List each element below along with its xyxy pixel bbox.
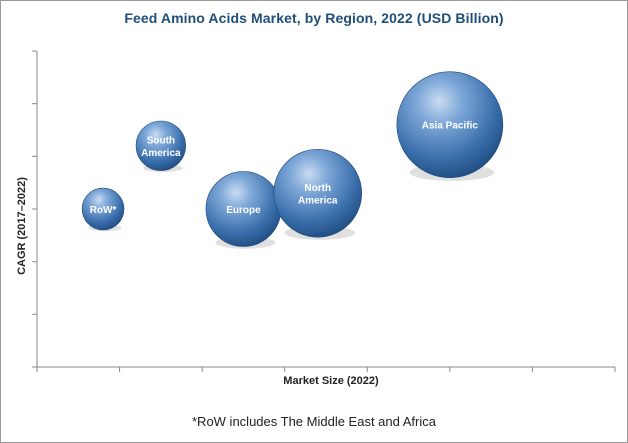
bubble-label: RoW* (90, 205, 117, 216)
bubble-label: Asia Pacific (422, 121, 479, 132)
bubble-label: Europe (226, 205, 261, 216)
bubble-label: North (304, 183, 331, 194)
bubble-label: America (141, 148, 181, 159)
x-axis-label: Market Size (2022) (283, 375, 379, 387)
bubble-marker (81, 187, 125, 231)
bubble-label: America (298, 195, 338, 206)
footnote: *RoW includes The Middle East and Africa (192, 414, 436, 429)
bubble-marker (396, 71, 504, 179)
bubble-marker (273, 148, 362, 238)
chart-title: Feed Amino Acids Market, by Region, 2022… (124, 10, 504, 26)
bubble-marker (135, 120, 186, 171)
axes (32, 50, 616, 372)
bubble-label: South (147, 136, 175, 147)
